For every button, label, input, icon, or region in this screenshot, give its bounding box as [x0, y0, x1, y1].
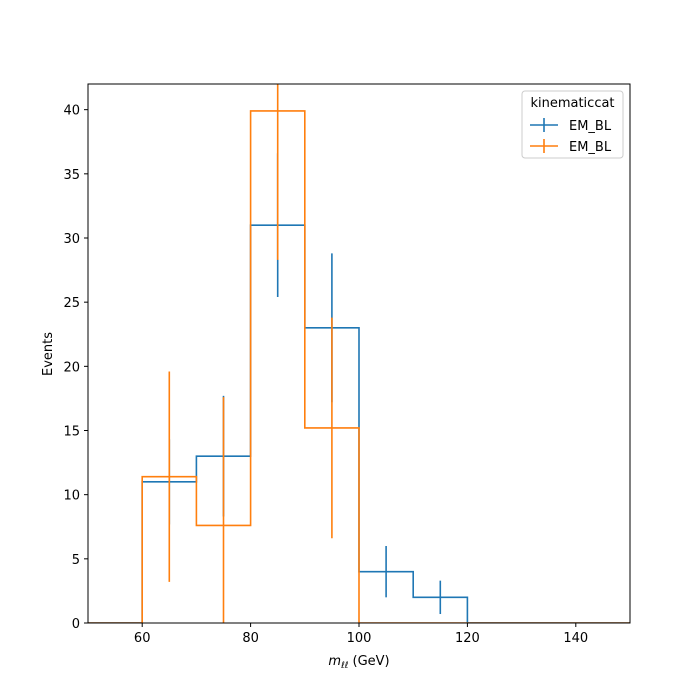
y-axis-label: Events	[41, 332, 56, 376]
legend-label: EM_BL	[569, 140, 612, 155]
y-tick-label: 40	[63, 104, 80, 119]
legend-title: kinematiccat	[530, 96, 614, 111]
y-tick-label: 30	[63, 232, 80, 247]
legend: kinematiccat EM_BL EM_BL	[521, 90, 624, 159]
y-tick-label: 25	[63, 296, 80, 311]
x-tick-label: 100	[347, 631, 372, 646]
x-axis-label: mℓℓ (GeV)	[328, 654, 389, 671]
x-axis-label-symbol: m	[328, 654, 341, 669]
y-tick-label: 10	[63, 489, 80, 504]
legend-label: EM_BL	[569, 119, 612, 134]
y-tick-label: 35	[63, 168, 80, 183]
x-tick-label: 140	[563, 631, 588, 646]
y-tick-label: 15	[63, 425, 80, 440]
x-tick-label: 120	[455, 631, 480, 646]
y-tick-label: 5	[72, 553, 80, 568]
y-tick-label: 20	[63, 360, 80, 375]
legend-box	[521, 90, 624, 159]
y-axis: 0 5 10 15 20 25 30 35 40	[63, 104, 88, 632]
plot-area	[88, 84, 630, 623]
x-tick-label: 60	[134, 631, 151, 646]
y-tick-label: 0	[72, 617, 80, 632]
x-tick-label: 80	[242, 631, 259, 646]
x-axis: 60 80 100 120 140	[134, 623, 588, 646]
x-axis-label-subscript: ℓℓ	[340, 661, 348, 671]
x-axis-label-unit: (GeV)	[353, 654, 390, 669]
